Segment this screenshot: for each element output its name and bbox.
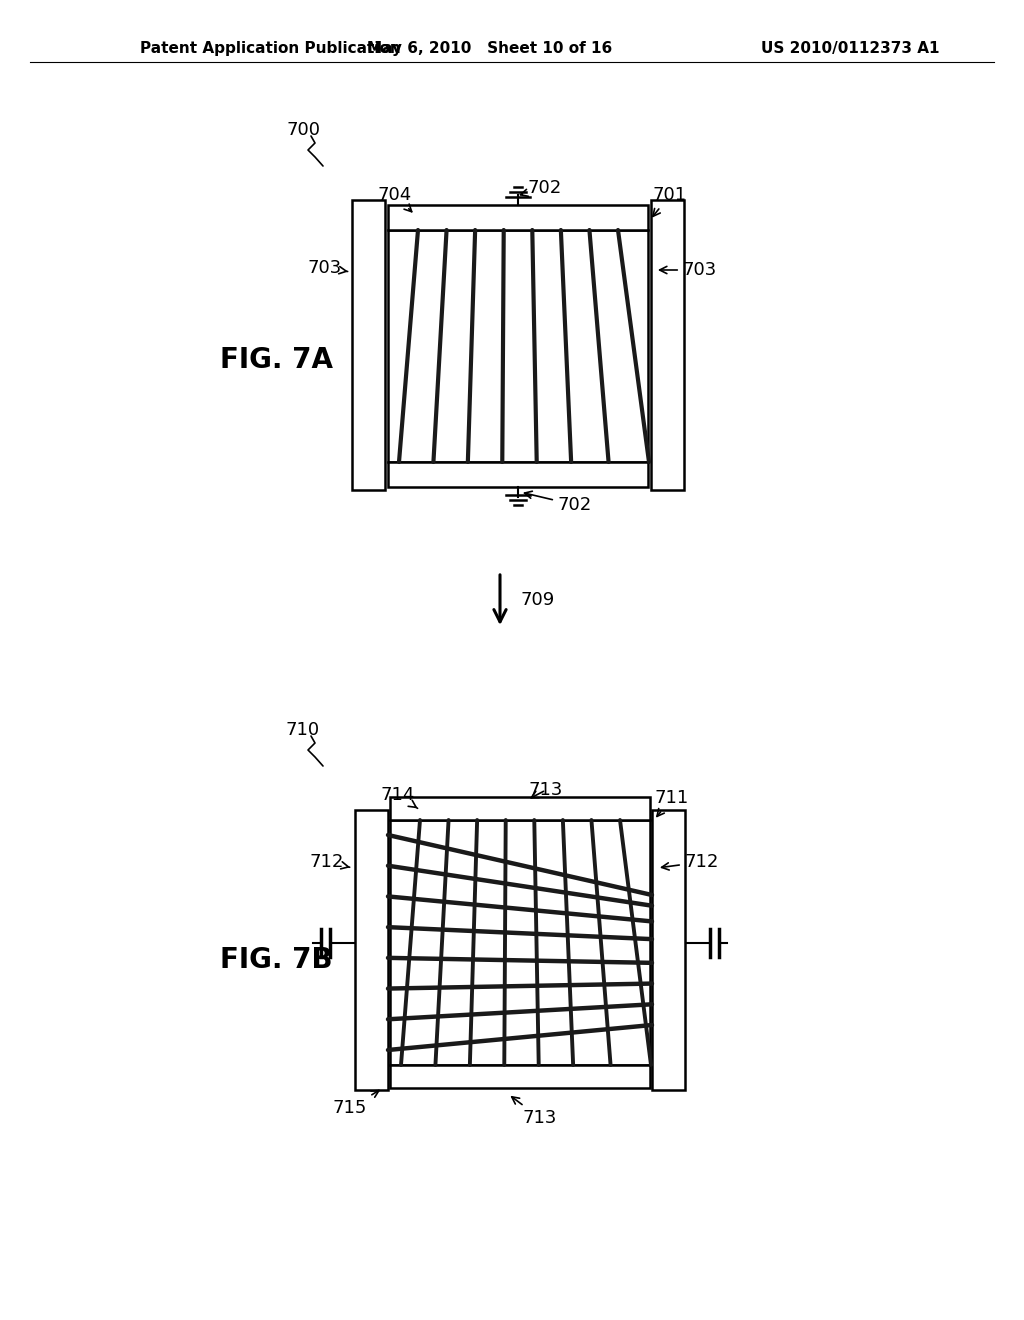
Bar [390, 820, 650, 1065]
Text: 702: 702 [520, 180, 562, 197]
Bar [651, 201, 684, 490]
Text: 709: 709 [520, 591, 554, 609]
Bar [388, 230, 648, 462]
Text: FIG. 7B: FIG. 7B [220, 946, 333, 974]
Bar [390, 1065, 650, 1088]
Bar [352, 201, 385, 490]
Text: 712: 712 [662, 853, 719, 871]
Bar [355, 810, 388, 1090]
Text: 703: 703 [308, 259, 348, 277]
Bar [388, 205, 648, 230]
Text: 702: 702 [524, 491, 592, 513]
Bar [390, 797, 650, 820]
Text: 712: 712 [310, 853, 350, 871]
Text: 713: 713 [512, 1097, 557, 1127]
Text: FIG. 7A: FIG. 7A [220, 346, 333, 374]
Text: 710: 710 [286, 721, 321, 739]
Text: 700: 700 [286, 121, 319, 139]
Text: 711: 711 [655, 789, 689, 816]
Text: May 6, 2010   Sheet 10 of 16: May 6, 2010 Sheet 10 of 16 [368, 41, 612, 55]
Text: 701: 701 [653, 186, 687, 216]
Text: US 2010/0112373 A1: US 2010/0112373 A1 [761, 41, 939, 55]
Text: 714: 714 [381, 785, 418, 808]
Text: Patent Application Publication: Patent Application Publication [140, 41, 400, 55]
Bar [652, 810, 685, 1090]
Text: 715: 715 [333, 1090, 379, 1117]
Text: 713: 713 [528, 781, 563, 799]
Text: 703: 703 [659, 261, 717, 279]
Text: 704: 704 [378, 186, 412, 211]
Bar [388, 462, 648, 487]
